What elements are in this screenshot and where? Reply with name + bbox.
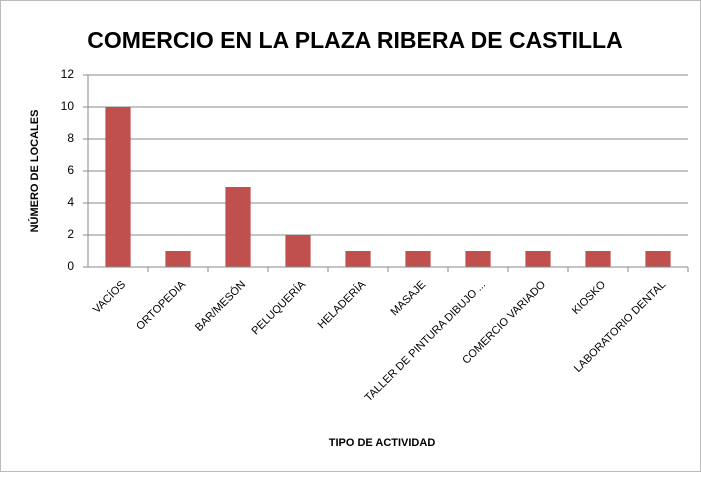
bar [165, 251, 191, 267]
y-tick-label: 12 [61, 67, 75, 81]
y-tick-label: 0 [67, 259, 74, 273]
y-tick-label: 10 [61, 99, 75, 113]
bar [645, 251, 671, 267]
bar [225, 187, 251, 267]
bar [345, 251, 371, 267]
y-tick-label: 2 [67, 227, 74, 241]
y-tick-label: 4 [67, 195, 74, 209]
x-axis-label: TIPO DE ACTIVIDAD [329, 437, 436, 449]
bar [465, 251, 491, 267]
chart-title: COMERCIO EN LA PLAZA RIBERA DE CASTILLA [87, 27, 622, 53]
bar [585, 251, 611, 267]
bar [105, 107, 131, 267]
y-tick-label: 8 [67, 131, 74, 145]
bar [285, 235, 311, 267]
bar [525, 251, 551, 267]
y-axis-label: NÚMERO DE LOCALES [28, 110, 41, 233]
bar [405, 251, 431, 267]
y-tick-label: 6 [67, 163, 74, 177]
